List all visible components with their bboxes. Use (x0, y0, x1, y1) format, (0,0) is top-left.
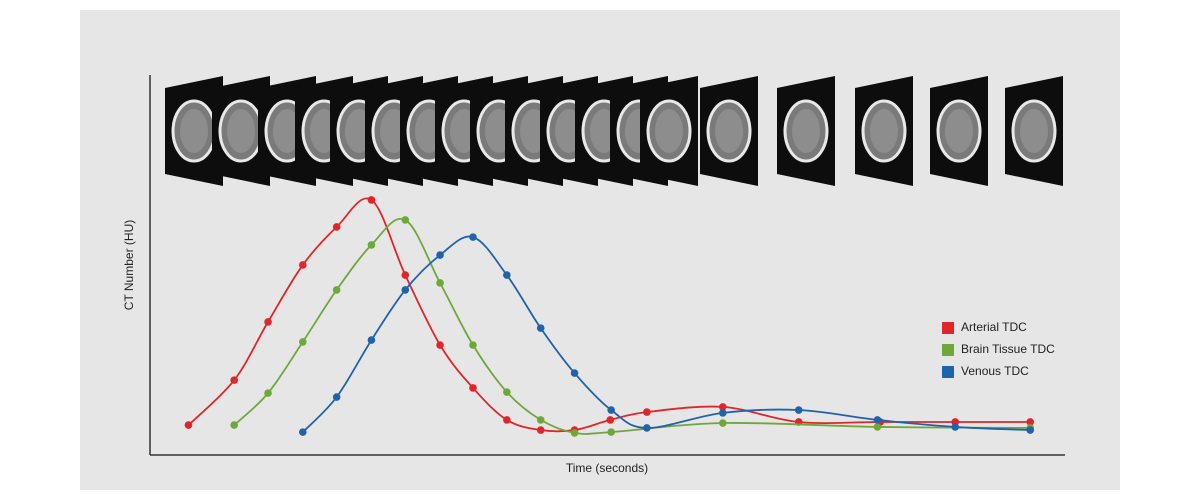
data-point (503, 388, 511, 396)
ct-scan (698, 74, 760, 188)
data-point (536, 324, 545, 332)
data-point (643, 408, 651, 416)
legend-swatch (942, 344, 954, 356)
legend-label: Brain Tissue TDC (961, 342, 1055, 356)
data-point (332, 286, 341, 294)
data-point (401, 286, 410, 294)
data-point (299, 338, 307, 346)
data-point (184, 421, 193, 429)
ct-scan (638, 74, 700, 188)
data-point (264, 389, 272, 397)
data-point (570, 429, 579, 437)
data-point (873, 423, 882, 431)
data-point (718, 419, 727, 427)
data-point (436, 341, 444, 349)
data-point (606, 416, 615, 424)
legend-label: Arterial TDC (961, 320, 1027, 334)
ct-scan (853, 74, 915, 188)
data-point (794, 406, 803, 414)
data-point (299, 261, 307, 269)
data-point (436, 279, 444, 287)
data-point (536, 416, 545, 424)
data-point (469, 341, 477, 349)
data-point (1026, 418, 1035, 426)
data-point (951, 423, 959, 431)
data-point (367, 336, 376, 344)
data-point (718, 409, 727, 417)
legend-swatch (942, 366, 954, 378)
data-point (873, 416, 882, 424)
legend-label: Venous TDC (961, 364, 1029, 378)
data-point (643, 424, 651, 432)
data-point (436, 251, 444, 259)
series-line (302, 235, 1031, 433)
data-point (367, 241, 376, 249)
data-point (536, 426, 545, 434)
ct-scan (775, 74, 837, 188)
data-point (469, 384, 477, 392)
data-point (503, 416, 511, 424)
ct-scan (1003, 74, 1065, 188)
x-axis-label: Time (seconds) (566, 461, 648, 475)
data-point (332, 393, 341, 401)
data-point (401, 216, 410, 224)
data-point (607, 428, 615, 436)
data-point (401, 271, 410, 279)
data-point (570, 369, 579, 377)
data-point (1026, 426, 1035, 434)
data-point (230, 376, 238, 384)
legend-swatch (942, 322, 954, 334)
data-point (332, 223, 341, 231)
data-point (299, 428, 307, 436)
data-point (503, 271, 511, 279)
data-point (469, 233, 477, 241)
y-axis-label: CT Number (HU) (122, 220, 136, 310)
data-point (367, 196, 376, 204)
data-point (264, 318, 272, 326)
data-point (718, 403, 727, 411)
ct-scan (928, 74, 990, 188)
series-line (233, 217, 1031, 435)
data-point (607, 406, 615, 414)
data-point (230, 421, 238, 429)
